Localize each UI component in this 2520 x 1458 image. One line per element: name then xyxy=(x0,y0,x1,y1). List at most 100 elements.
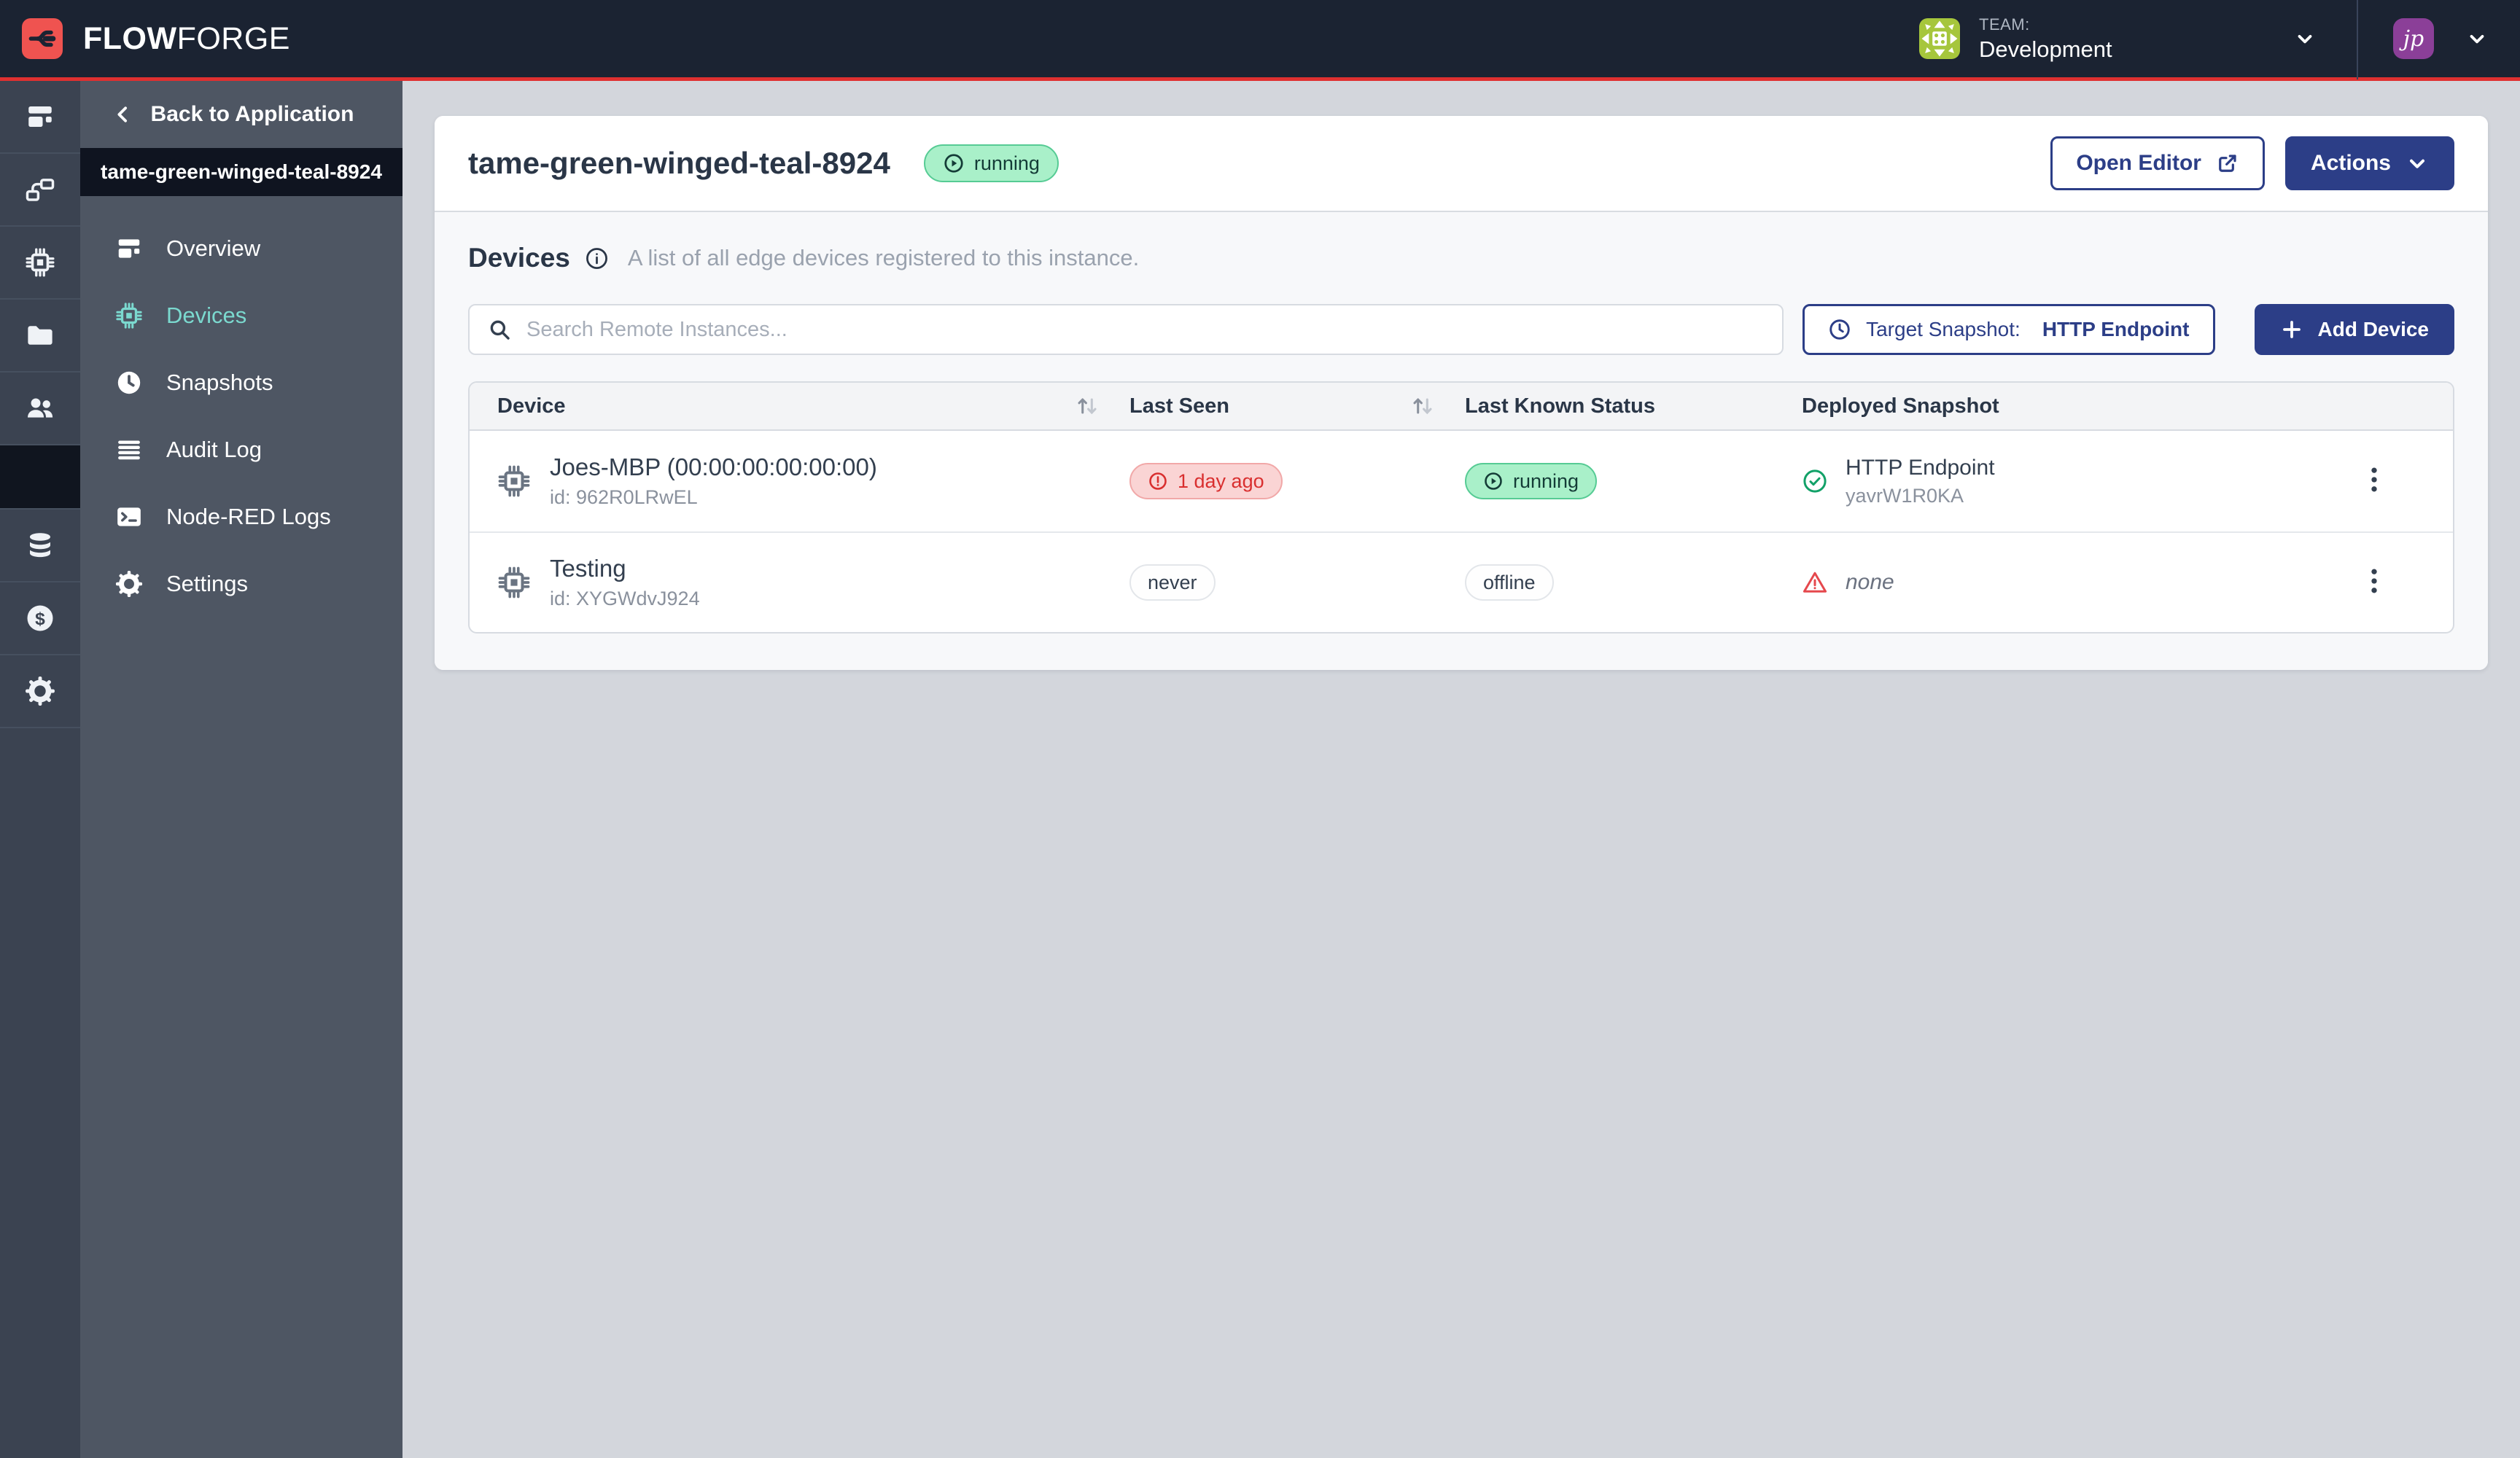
devices-section: Devices A list of all edge devices regis… xyxy=(435,212,2488,670)
device-id: id: 962R0LRwEL xyxy=(550,486,698,508)
flowforge-logo[interactable]: FLOWFORGE xyxy=(22,18,290,59)
device-chip-icon xyxy=(497,464,531,498)
team-selector[interactable]: TEAM: Development xyxy=(1919,0,2357,77)
instance-header: tame-green-winged-teal-8924 running Open… xyxy=(435,116,2488,211)
svg-text:$: $ xyxy=(35,609,45,629)
top-navbar: FLOWFORGE xyxy=(0,0,2520,81)
column-header-device[interactable]: Device xyxy=(470,393,1129,419)
deployed-snapshot: none xyxy=(1802,569,1894,596)
actions-button[interactable]: Actions xyxy=(2284,136,2454,190)
sidebar-item-node-red-logs[interactable]: Node-RED Logs xyxy=(80,483,402,550)
back-label: Back to Application xyxy=(150,102,354,126)
rail-pipelines-icon[interactable] xyxy=(0,154,80,227)
chevron-down-icon xyxy=(2410,159,2424,168)
sidebar-item-label: Node-RED Logs xyxy=(166,504,331,529)
row-kebab-menu-icon[interactable] xyxy=(2351,558,2398,608)
play-circle-icon xyxy=(944,154,963,173)
sidebar-item-snapshots[interactable]: Snapshots xyxy=(80,349,402,416)
rail-devices-chip-icon[interactable] xyxy=(0,227,80,300)
back-chevron-left-icon xyxy=(117,106,127,122)
instance-name-row[interactable]: tame-green-winged-teal-8924 xyxy=(80,148,402,196)
sort-icon[interactable] xyxy=(1409,393,1436,419)
device-row[interactable]: Testing id: XYGWdvJ924 never xyxy=(470,531,2453,632)
device-name: Testing xyxy=(550,555,626,582)
open-editor-label: Open Editor xyxy=(2076,151,2201,175)
snapshot-id: yavrW1R0KA xyxy=(1846,484,1964,507)
team-icon-rail: $ xyxy=(0,81,80,1458)
check-circle-icon xyxy=(1802,468,1828,494)
status-badge: running xyxy=(923,144,1059,182)
header-divider xyxy=(435,211,2488,212)
search-input[interactable] xyxy=(526,317,1765,342)
instance-card: tame-green-winged-teal-8924 running Open… xyxy=(435,116,2488,670)
overview-grid-icon xyxy=(118,239,140,258)
sidebar-item-audit-log[interactable]: Audit Log xyxy=(80,416,402,483)
column-header-deployed-snapshot: Deployed Snapshot xyxy=(1802,394,1999,418)
rail-settings-gear-icon[interactable] xyxy=(0,655,80,728)
warning-triangle-icon xyxy=(1802,569,1828,596)
open-editor-button[interactable]: Open Editor xyxy=(2050,136,2265,190)
column-header-last-seen[interactable]: Last Seen xyxy=(1129,393,1465,419)
brand-wordmark: FLOWFORGE xyxy=(83,20,290,56)
play-circle-icon xyxy=(1483,471,1504,491)
device-name: Joes-MBP (00:00:00:00:00:00) xyxy=(550,453,877,480)
list-lines-icon xyxy=(118,440,140,460)
rail-overview-grid-icon[interactable] xyxy=(0,81,80,154)
rail-library-folder-icon[interactable] xyxy=(0,300,80,373)
sidebar-item-overview[interactable]: Overview xyxy=(80,215,402,282)
instance-menu: Overview Devices Snapshots xyxy=(80,196,402,617)
sidebar-item-label: Settings xyxy=(166,571,249,596)
user-avatar: jp xyxy=(2393,18,2434,59)
plus-icon xyxy=(2282,321,2301,338)
column-header-last-known-status: Last Known Status xyxy=(1465,394,1656,418)
sidebar-item-label: Overview xyxy=(166,235,261,261)
devices-heading: Devices xyxy=(468,243,570,273)
back-to-application[interactable]: Back to Application xyxy=(80,81,402,148)
user-chevron-down-icon xyxy=(2466,28,2488,50)
rail-members-users-icon[interactable] xyxy=(0,373,80,445)
team-avatar xyxy=(1919,18,1960,59)
actions-label: Actions xyxy=(2310,151,2391,175)
last-seen-badge: 1 day ago xyxy=(1129,463,1283,499)
deployed-snapshot: HTTP Endpoint yavrW1R0KA xyxy=(1802,456,1995,507)
instance-name: tame-green-winged-teal-8924 xyxy=(101,160,382,183)
terminal-icon xyxy=(117,507,141,526)
sidebar-item-label: Snapshots xyxy=(166,370,273,395)
add-device-button[interactable]: Add Device xyxy=(2254,304,2454,355)
external-link-icon xyxy=(2219,155,2236,172)
devices-toolbar: Target Snapshot: HTTP Endpoint Add Devic… xyxy=(468,304,2454,355)
sidebar-item-label: Audit Log xyxy=(166,437,262,462)
navbar-divider xyxy=(2357,0,2358,79)
devices-table: Device Last Seen xyxy=(468,381,2454,634)
instance-sidebar: Back to Application tame-green-winged-te… xyxy=(80,81,402,1458)
device-chip-icon xyxy=(497,566,531,599)
rail-logs-database-icon[interactable] xyxy=(0,510,80,582)
clock-icon xyxy=(1829,319,1850,340)
info-icon xyxy=(585,246,609,270)
snapshot-name: HTTP Endpoint xyxy=(1846,455,1995,480)
sidebar-item-settings[interactable]: Settings xyxy=(80,550,402,617)
team-name: Development xyxy=(1979,36,2112,62)
user-menu[interactable]: jp xyxy=(2358,18,2495,59)
sidebar-item-devices[interactable]: Devices xyxy=(80,282,402,349)
rail-billing-dollar-icon[interactable]: $ xyxy=(0,582,80,655)
main-content: tame-green-winged-teal-8924 running Open… xyxy=(402,81,2520,1458)
row-kebab-menu-icon[interactable] xyxy=(2351,456,2398,507)
rail-active-page-highlight xyxy=(0,445,80,510)
last-seen-badge: never xyxy=(1129,564,1216,601)
status-pill: running xyxy=(1465,463,1598,499)
device-row[interactable]: Joes-MBP (00:00:00:00:00:00) id: 962R0LR… xyxy=(470,431,2453,531)
target-snapshot-label: Target Snapshot: xyxy=(1866,318,2021,340)
sidebar-item-label: Devices xyxy=(166,303,247,328)
devices-chip-icon xyxy=(116,303,142,329)
team-chevron-down-icon xyxy=(2294,28,2316,50)
status-badge-label: running xyxy=(973,152,1040,174)
page-title: tame-green-winged-teal-8924 xyxy=(468,146,890,180)
sort-icon[interactable] xyxy=(1074,393,1100,419)
status-pill: offline xyxy=(1465,564,1554,601)
add-device-label: Add Device xyxy=(2317,318,2430,340)
navbar-right: TEAM: Development jp xyxy=(1919,0,2495,79)
devices-subtitle: A list of all edge devices registered to… xyxy=(627,245,1140,270)
target-snapshot-button[interactable]: Target Snapshot: HTTP Endpoint xyxy=(1802,304,2215,355)
